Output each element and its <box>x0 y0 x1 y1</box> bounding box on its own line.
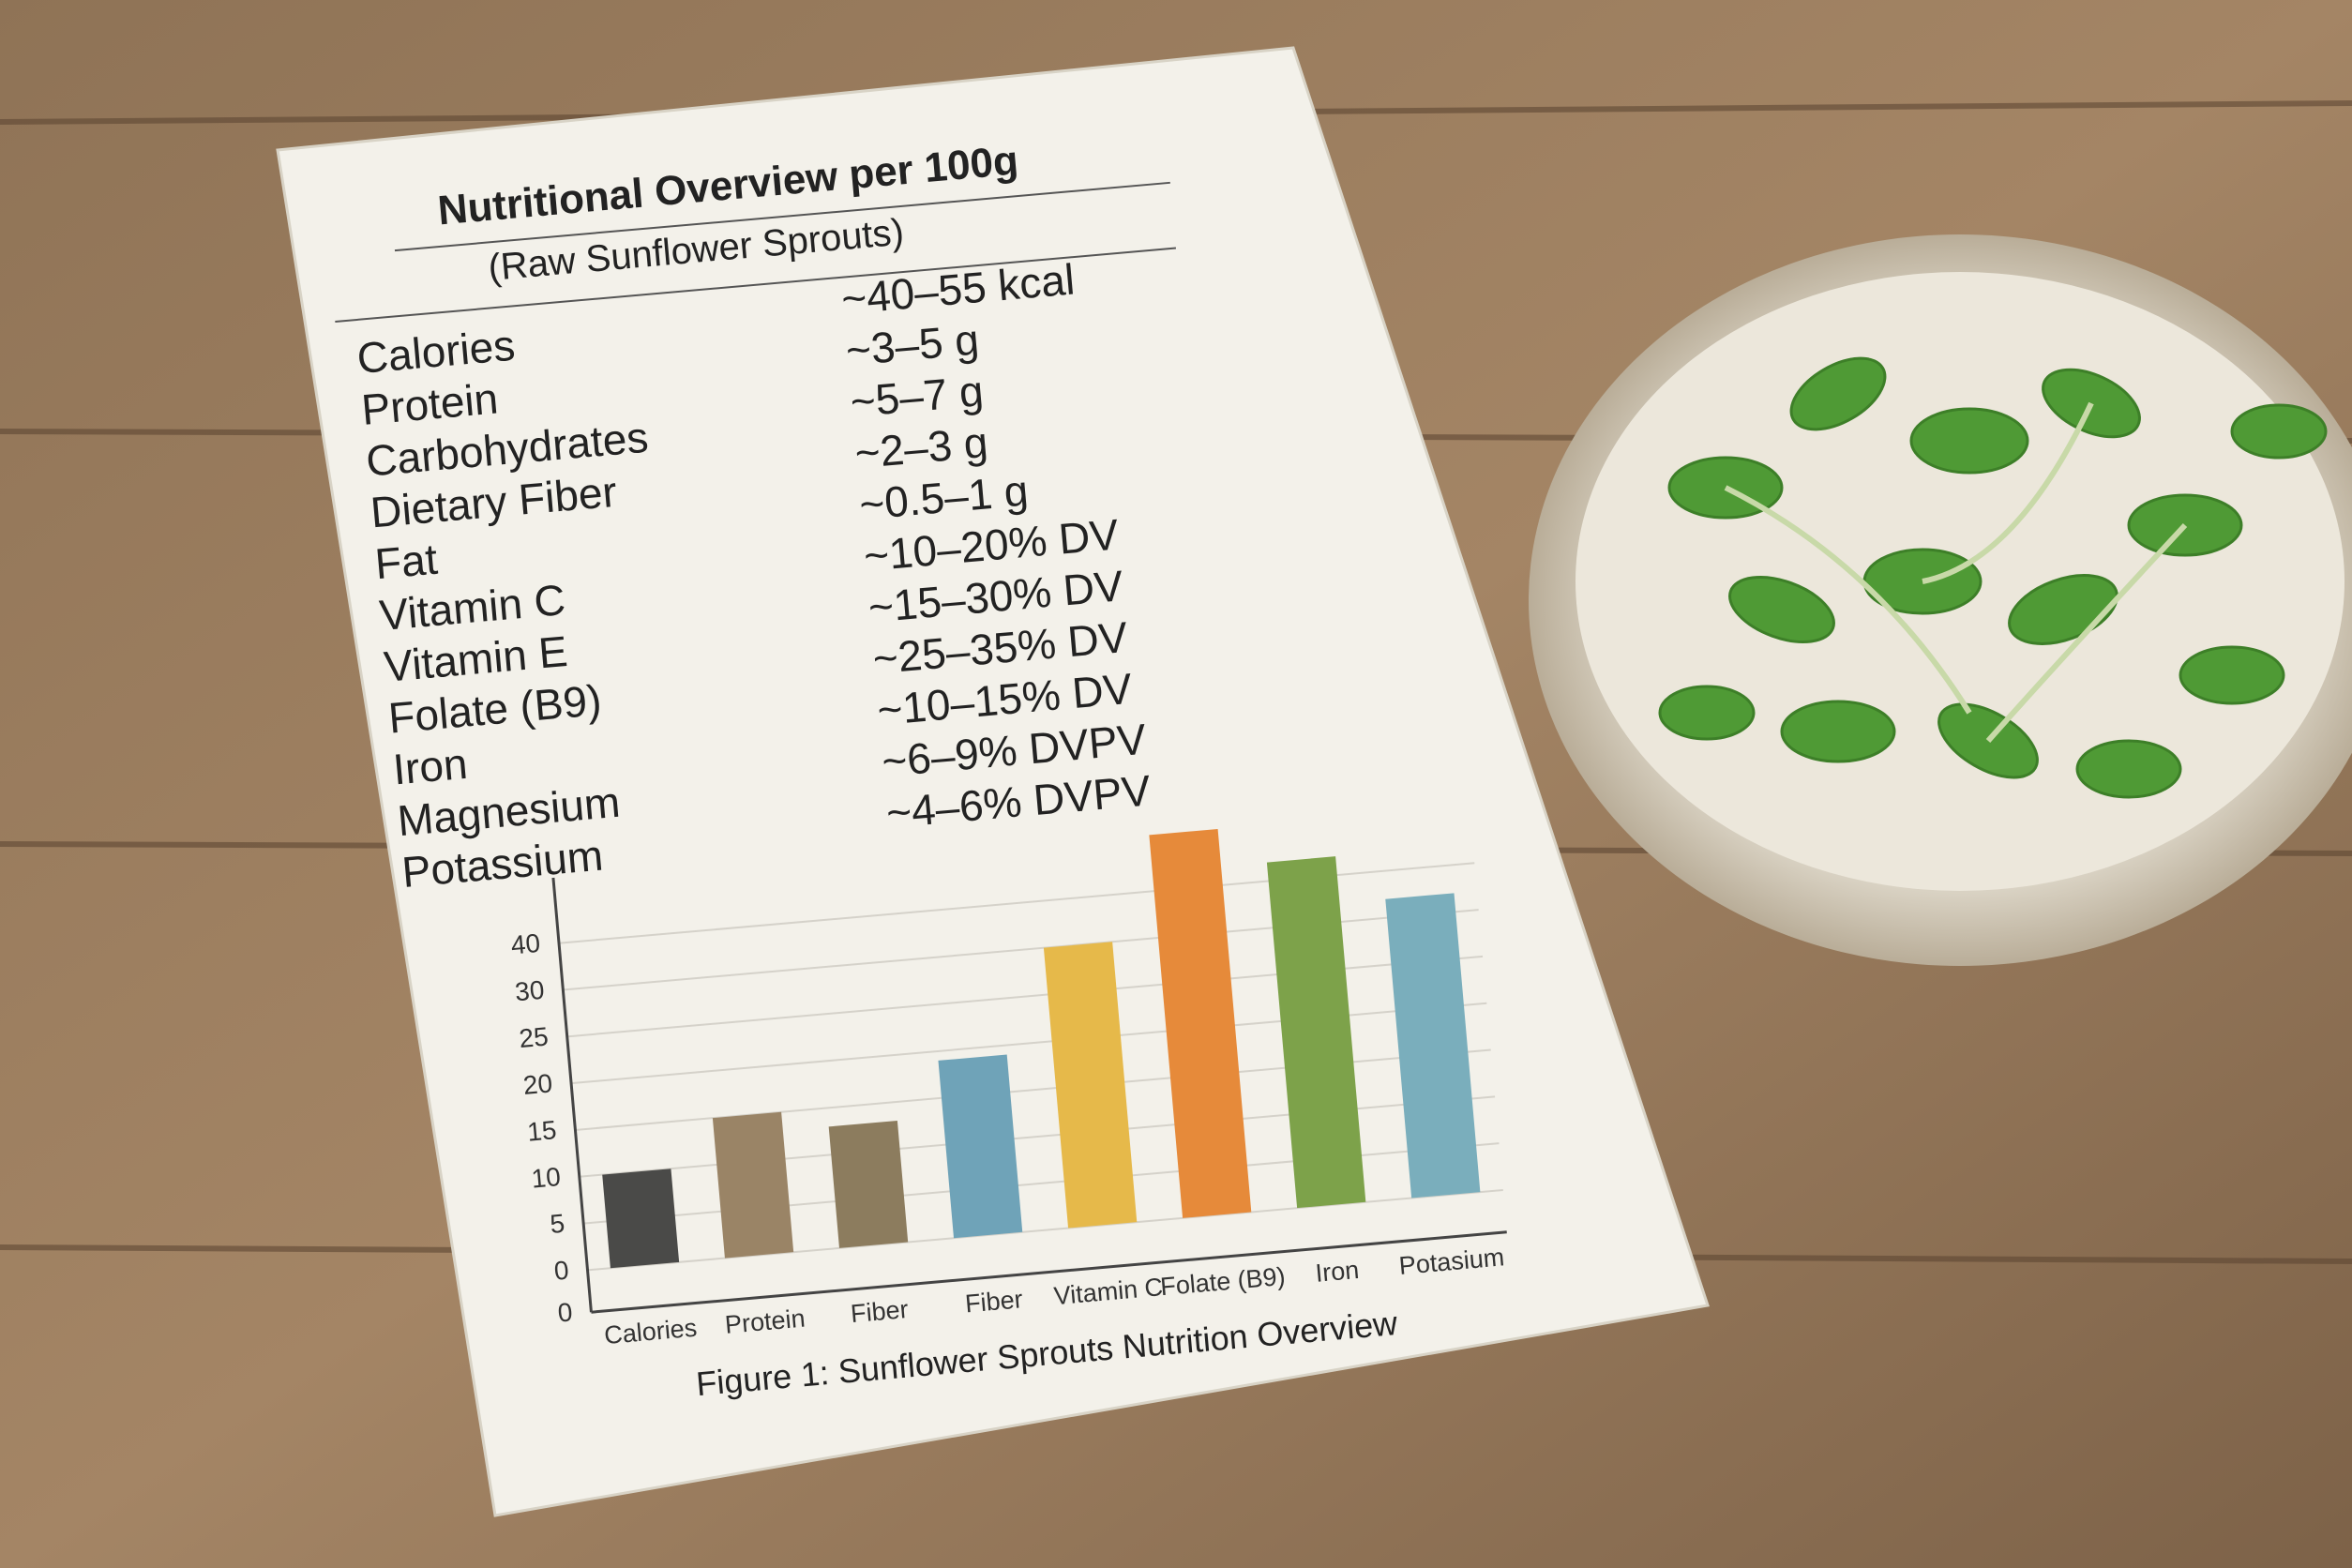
x-tick-label: Iron <box>1314 1256 1360 1288</box>
x-tick-label: Fiber <box>850 1295 910 1328</box>
y-tick-label: 30 <box>514 975 546 1007</box>
x-tick-label: Protein <box>724 1304 807 1339</box>
bar <box>602 1168 680 1269</box>
nutrient-label: Fat <box>373 535 440 589</box>
y-tick-label: 15 <box>526 1115 558 1147</box>
y-tick-label: 40 <box>510 928 542 960</box>
bar <box>938 1054 1023 1239</box>
bar <box>1266 856 1366 1209</box>
bar <box>1043 942 1138 1229</box>
y-tick-label: 5 <box>549 1209 565 1239</box>
nutrient-amount: ~5–7 g <box>849 366 986 426</box>
y-axis <box>551 877 593 1313</box>
rule <box>335 247 1177 323</box>
nutrient-label: Protein <box>359 373 500 434</box>
bar <box>712 1111 794 1259</box>
bar <box>1149 829 1252 1218</box>
bar <box>828 1120 909 1248</box>
nutrient-label: Iron <box>391 739 469 794</box>
nutrient-amount: ~3–5 g <box>844 315 981 375</box>
bowl <box>1529 234 2352 966</box>
rule <box>394 181 1170 252</box>
y-tick-label: 10 <box>530 1162 562 1194</box>
y-tick-label: 0 <box>556 1297 573 1327</box>
x-axis <box>591 1230 1507 1314</box>
nutrient-amount: ~2–3 g <box>852 417 989 477</box>
y-tick-label: 0 <box>553 1256 570 1286</box>
y-tick-label: 20 <box>522 1068 554 1100</box>
bar <box>1385 893 1481 1199</box>
x-tick-label: Fiber <box>964 1285 1024 1318</box>
y-tick-label: 25 <box>518 1022 550 1054</box>
